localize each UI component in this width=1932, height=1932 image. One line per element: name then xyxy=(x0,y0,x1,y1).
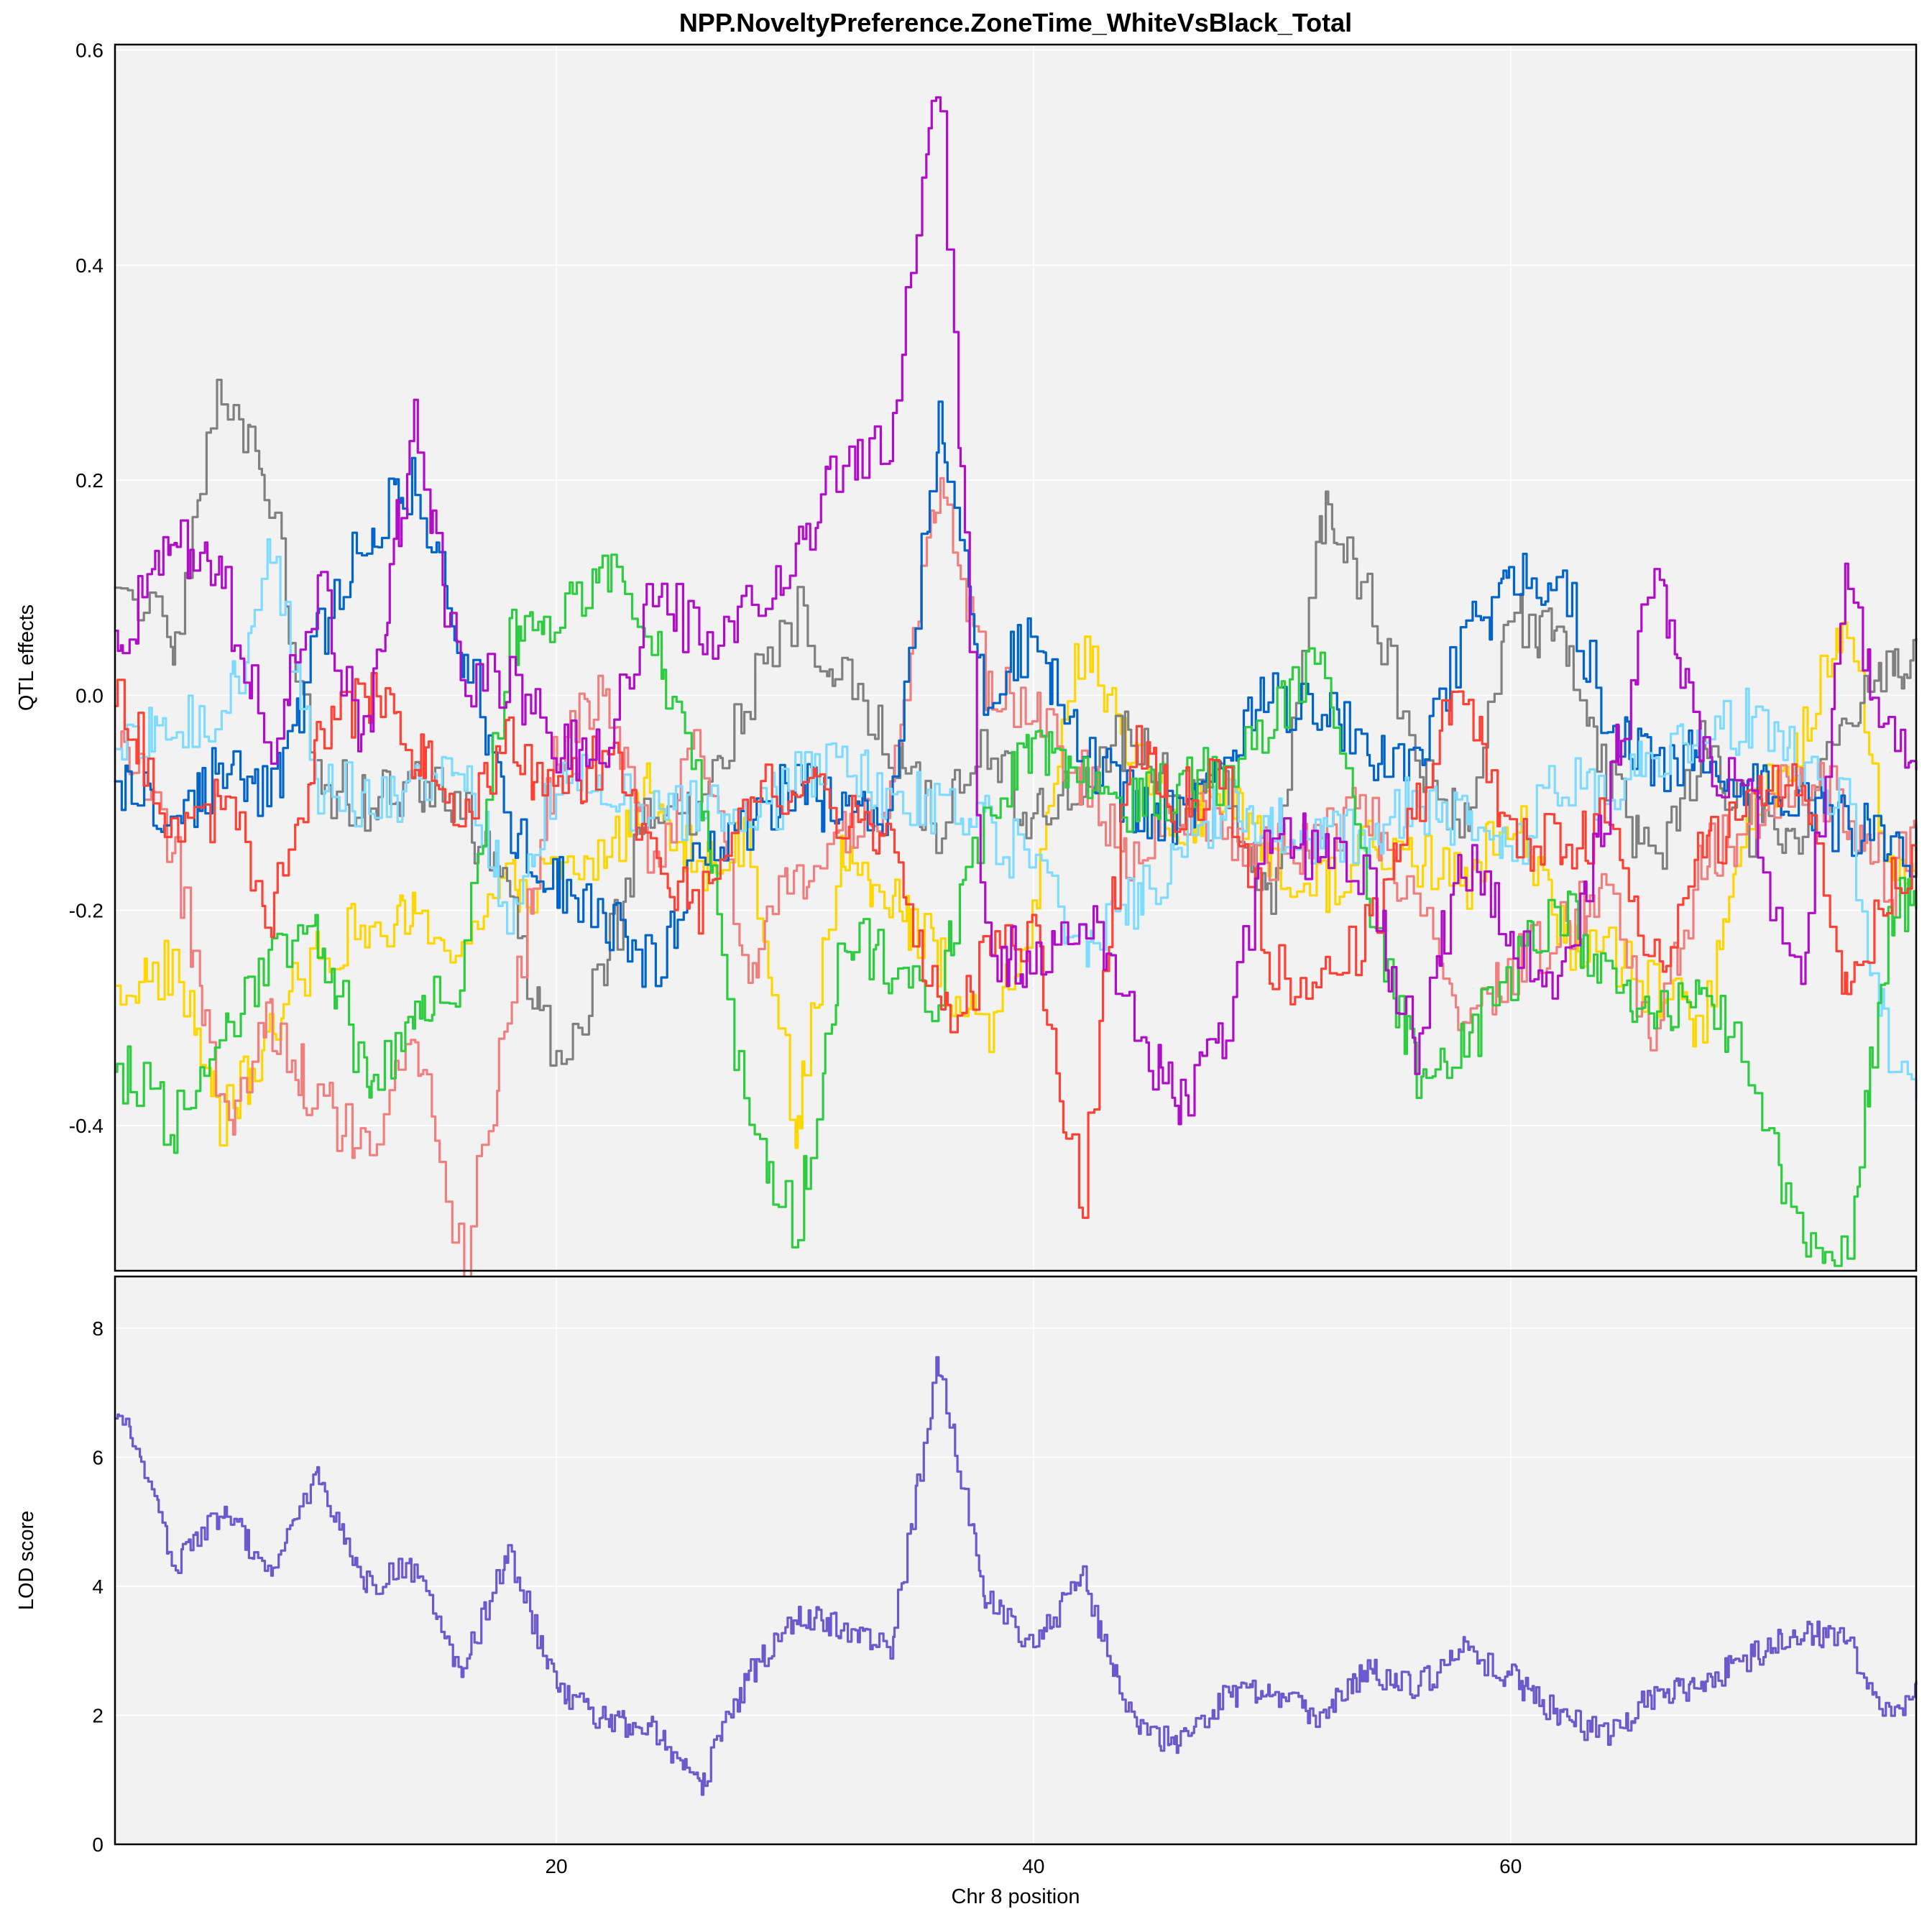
effect-series-line-8 xyxy=(114,96,1918,1126)
lod-series-line-1 xyxy=(114,1356,1918,1796)
x-tick-label: 60 xyxy=(1499,1855,1522,1877)
effect-series-line-6 xyxy=(114,553,1918,1267)
effect-series-line-7 xyxy=(114,672,1918,1219)
effects-panel: -0.4 -0.2 0.0 0.2 0.4 0.6 QTL effects xyxy=(15,39,1918,1282)
y-tick-label: 6 xyxy=(92,1446,104,1468)
effects-plot-background xyxy=(115,45,1916,1271)
y-tick-label: -0.4 xyxy=(69,1115,104,1137)
effect-series-line-4 xyxy=(114,400,1918,988)
lod-x-ticks: 20 40 60 xyxy=(545,1855,1522,1877)
effects-series-group xyxy=(114,96,1918,1282)
chart-title: NPP.NoveltyPreference.ZoneTime_WhiteVsBl… xyxy=(679,8,1352,37)
lod-y-ticks: 0 2 4 6 8 xyxy=(92,1317,104,1856)
y-tick-label: 0.6 xyxy=(75,39,104,61)
lod-panel: 0 2 4 6 8 20 40 60 LOD score Chr 8 position xyxy=(15,1275,1918,1908)
y-tick-label: 0 xyxy=(92,1834,104,1856)
y-tick-label: -0.2 xyxy=(69,900,104,922)
effect-series-line-5 xyxy=(114,538,1918,1100)
y-tick-label: 0.2 xyxy=(75,469,104,492)
effects-plot-frame xyxy=(114,43,1918,1272)
lod-series-group xyxy=(114,1356,1918,1796)
y-tick-label: 2 xyxy=(92,1704,104,1726)
y-tick-label: 8 xyxy=(92,1317,104,1340)
effect-series-line-1 xyxy=(114,621,1918,1149)
effects-y-axis-label: QTL effects xyxy=(15,604,38,711)
y-tick-label: 4 xyxy=(92,1576,104,1598)
y-tick-label: 0.4 xyxy=(75,254,104,277)
y-tick-label: 0.0 xyxy=(75,684,104,707)
x-tick-label: 20 xyxy=(545,1855,567,1877)
x-tick-label: 40 xyxy=(1022,1855,1044,1877)
x-axis-label: Chr 8 position xyxy=(952,1885,1080,1908)
effects-y-ticks: -0.4 -0.2 0.0 0.2 0.4 0.6 xyxy=(69,39,104,1136)
lod-y-axis-label: LOD score xyxy=(15,1511,38,1611)
lod-plot-frame xyxy=(114,1275,1918,1846)
lod-plot-background xyxy=(115,1276,1916,1844)
